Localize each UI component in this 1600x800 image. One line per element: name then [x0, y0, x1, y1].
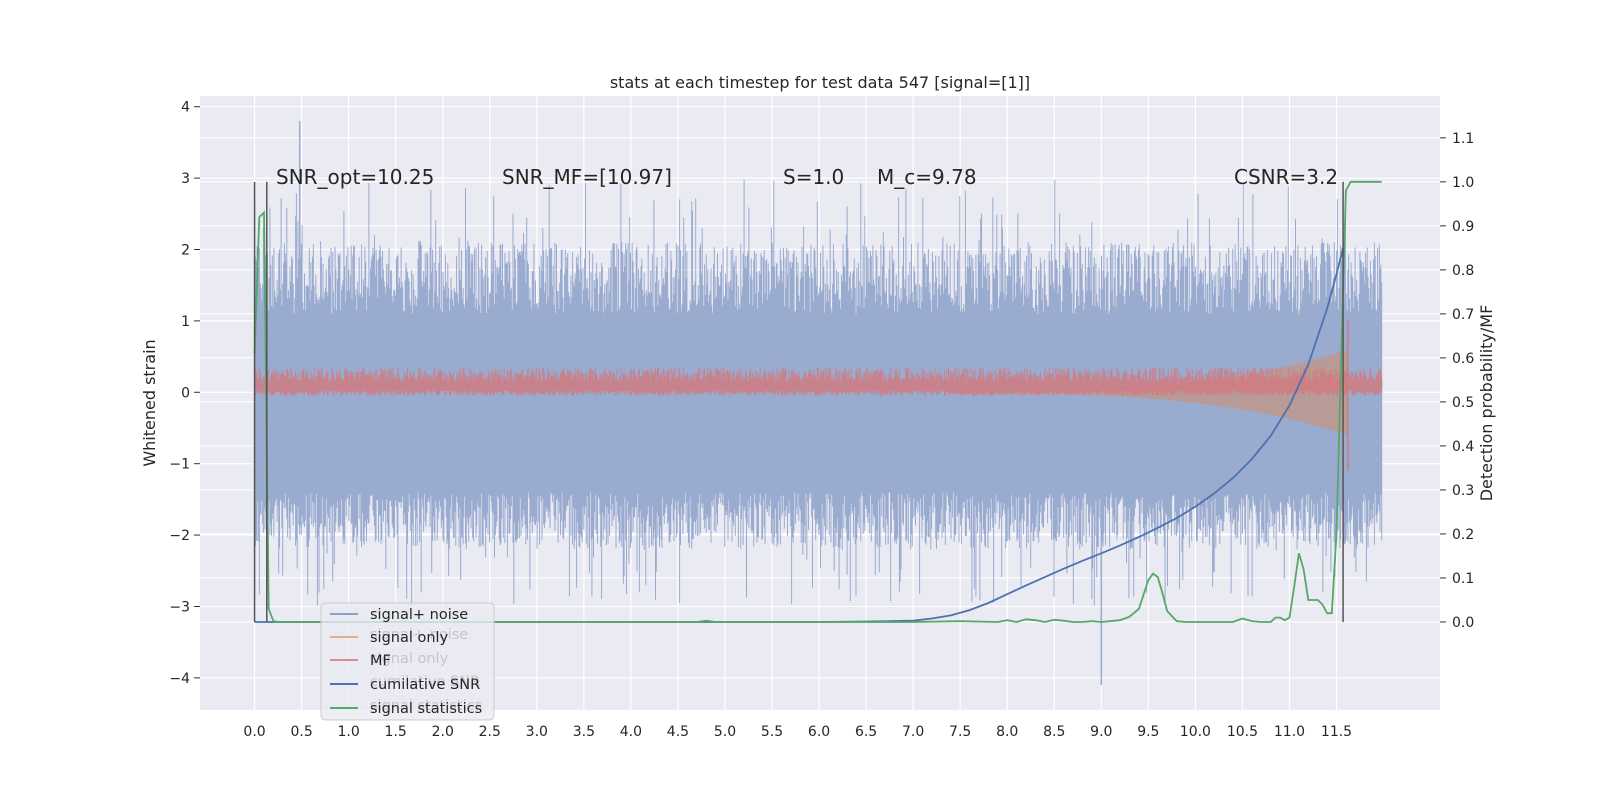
x-tick-label: 9.5 [1137, 724, 1159, 740]
y-right-tick-label: 1.0 [1452, 175, 1474, 191]
x-tick-label: 5.0 [714, 724, 736, 740]
x-tick-label: 4.5 [667, 724, 689, 740]
x-tick-label: 8.0 [996, 724, 1018, 740]
legend: signal+ noise signal only cumilative SNR… [320, 602, 495, 721]
x-tick-label: 1.5 [385, 724, 407, 740]
legend-label-mf: MF [370, 653, 391, 669]
x-tick-label: 11.5 [1321, 724, 1352, 740]
x-tick-label: 0.0 [243, 724, 265, 740]
legend-label-cumulative-snr: cumilative SNR [370, 677, 480, 693]
annotation-mc: M_c=9.78 [877, 165, 977, 189]
x-tick-label: 4.0 [620, 724, 642, 740]
x-tick-label: 3.5 [573, 724, 595, 740]
annotations: SNR_opt=10.25 SNR_MF=[10.97] S=1.0 M_c=9… [276, 165, 1338, 189]
y-right-tick-label: 0.8 [1452, 263, 1474, 279]
y-right-tick-label: 0.7 [1452, 307, 1474, 323]
y-axis-ticks: −4 −3 −2 −1 0 1 2 3 4 [169, 100, 200, 687]
y-right-tick-label: 0.2 [1452, 527, 1474, 543]
y-tick-label: −3 [169, 599, 190, 615]
y-tick-label: 3 [181, 171, 190, 187]
x-axis-ticks: 0.0 0.5 1.0 1.5 2.0 2.5 3.0 3.5 4.0 4.5 5.0 5.5 6.0 6… [243, 724, 1352, 740]
x-tick-label: 7.0 [902, 724, 924, 740]
legend-ghost-text: signal statistics [370, 698, 482, 714]
y-right-tick-label: 0.1 [1452, 571, 1474, 587]
legend-ghost-text: signal+ noise [370, 627, 468, 643]
x-tick-label: 5.5 [761, 724, 783, 740]
x-tick-label: 10.5 [1227, 724, 1258, 740]
y-right-tick-label: 0.3 [1452, 483, 1474, 499]
y-tick-label: −4 [169, 671, 190, 687]
signal-statistics-line [253, 180, 1382, 623]
x-tick-label: 8.5 [1043, 724, 1065, 740]
x-tick-label: 2.0 [432, 724, 454, 740]
y-tick-label: −1 [169, 457, 190, 473]
y-right-axis-label: Detection probability/MF [1477, 305, 1496, 502]
y-right-tick-label: 0.6 [1452, 351, 1474, 367]
y-tick-label: −2 [169, 528, 190, 544]
legend-label-signal-only: signal only [370, 630, 449, 646]
series-layer [253, 120, 1383, 686]
legend-box [320, 602, 495, 721]
x-tick-label: 10.0 [1180, 724, 1211, 740]
y-tick-label: 2 [181, 243, 190, 259]
y-right-axis-ticks: 0.0 0.1 0.2 0.3 0.4 0.5 0.6 0.7 0.8 0.9 1.0 1.1 [1440, 131, 1474, 631]
annotation-s: S=1.0 [783, 165, 844, 189]
y-right-tick-label: 0.4 [1452, 439, 1474, 455]
x-tick-label: 1.0 [338, 724, 360, 740]
annotation-snr-opt: SNR_opt=10.25 [276, 165, 434, 189]
annotation-snr-mf: SNR_MF=[10.97] [502, 165, 672, 189]
x-tick-label: 6.5 [855, 724, 877, 740]
x-tick-label: 9.0 [1090, 724, 1112, 740]
x-tick-label: 0.5 [290, 724, 312, 740]
x-tick-label: 7.5 [949, 724, 971, 740]
y-right-tick-label: 1.1 [1452, 131, 1474, 147]
y-tick-label: 1 [181, 314, 190, 330]
x-tick-label: 11.0 [1274, 724, 1305, 740]
legend-label-signal-noise: signal+ noise [370, 607, 468, 623]
vertical-markers [253, 181, 1344, 622]
y-right-tick-label: 0.5 [1452, 395, 1474, 411]
x-tick-label: 3.0 [526, 724, 548, 740]
legend-label-signal-statistics: signal statistics [370, 701, 482, 717]
y-axis-label: Whitened strain [140, 339, 159, 466]
legend-ghost-text: signal only [370, 651, 449, 667]
chart-title: stats at each timestep for test data 547… [610, 73, 1030, 92]
legend-ghost-text: cumilative SNR [370, 674, 480, 690]
x-tick-label: 2.5 [479, 724, 501, 740]
annotation-csnr: CSNR=3.2 [1234, 165, 1338, 189]
y-tick-label: 0 [181, 385, 190, 401]
y-right-tick-label: 0.9 [1452, 219, 1474, 235]
y-right-tick-label: 0.0 [1452, 615, 1474, 631]
x-tick-label: 6.0 [808, 724, 830, 740]
y-tick-label: 4 [181, 100, 190, 116]
